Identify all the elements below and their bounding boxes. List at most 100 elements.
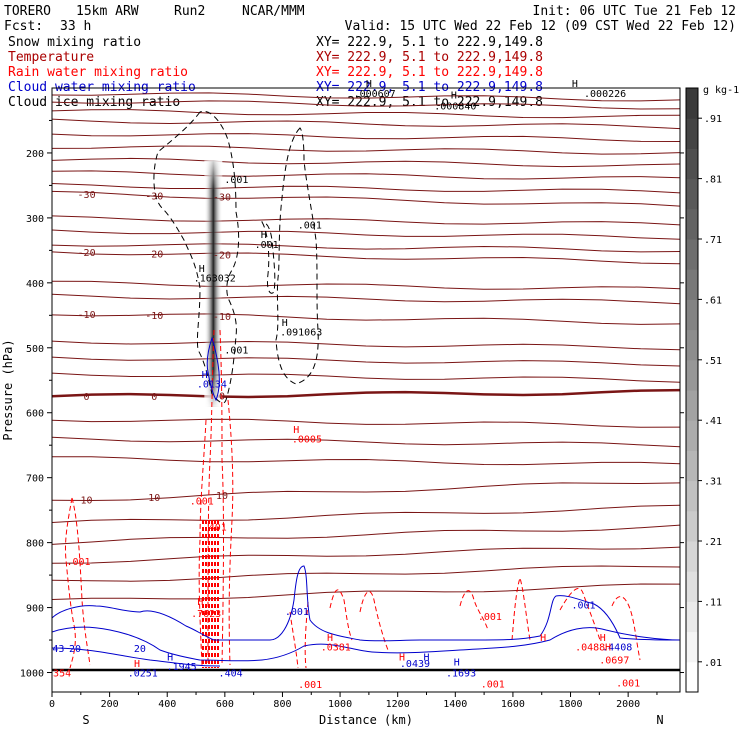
contour-label: .001 xyxy=(224,346,248,357)
model-name: TORERO xyxy=(4,4,51,19)
legend-snow-xy: XY= 222.9, 5.1 to 222.9,149.8 xyxy=(316,35,543,50)
colorbar-segment xyxy=(686,661,698,693)
contour-label: .0005 xyxy=(292,435,322,446)
contour-label: .001 xyxy=(66,557,90,568)
x-tick-label: 600 xyxy=(216,699,234,710)
cloud-water-contour-low xyxy=(52,565,680,642)
contour-label: .7623 xyxy=(191,609,221,620)
y-tick-label: 200 xyxy=(26,149,44,160)
high-marker: H xyxy=(261,230,267,241)
legend-snow-name: Snow mixing ratio xyxy=(8,35,141,50)
colorbar-segment xyxy=(686,631,698,663)
isotherm-line xyxy=(52,340,680,351)
contour-label: 20 xyxy=(69,644,81,655)
colorbar-segment xyxy=(686,208,698,240)
high-marker: H xyxy=(451,90,457,101)
rain-contour-left xyxy=(65,497,91,669)
contour-label: .404 xyxy=(219,669,243,680)
x-tick-label: 1200 xyxy=(386,699,410,710)
colorbar-segment xyxy=(686,420,698,451)
colorbar-tick-label: .01 xyxy=(704,658,722,669)
cloud-ice-contour-main xyxy=(153,110,240,404)
colorbar-segment xyxy=(686,510,698,542)
y-tick-label: 500 xyxy=(26,344,44,355)
contour-label: .001 xyxy=(224,175,248,186)
isotherm-line xyxy=(52,356,680,367)
high-marker: H xyxy=(399,652,405,663)
y-tick-label: 700 xyxy=(26,474,44,485)
isotherm-line xyxy=(52,145,680,155)
colorbar: .01 .11 .21 .31 .41 .51 .61 .71 .81 .91 xyxy=(685,87,722,693)
high-marker: H xyxy=(197,597,203,608)
isotherm-label: -20 xyxy=(78,248,96,259)
contour-label: .000840 xyxy=(434,102,476,113)
isotherm-line xyxy=(52,524,680,545)
contour-label: 20 xyxy=(134,644,146,655)
isotherm-line xyxy=(52,372,680,383)
fcst-label: Fcst: xyxy=(4,19,43,34)
cloud-ice-contours xyxy=(153,110,319,404)
contour-label: .0134 xyxy=(197,380,227,391)
y-tick-label: 300 xyxy=(26,214,44,225)
x-tick-label: 400 xyxy=(158,699,176,710)
colorbar-tick-label: .91 xyxy=(704,114,722,125)
cloud-water-contour-core xyxy=(206,336,220,402)
isotherm-line-labeled xyxy=(52,190,680,207)
valid-time: Valid: 15 UTC Wed 22 Feb 12 (09 CST Wed … xyxy=(345,19,736,34)
isotherm-line xyxy=(52,293,680,305)
contour-label: .0381 xyxy=(321,643,351,654)
contour-label: .001 xyxy=(571,600,595,611)
contour-label: .163032 xyxy=(194,274,236,285)
contour-label: .1945 xyxy=(167,662,197,673)
high-marker: H xyxy=(540,633,546,644)
isotherm-line-labeled xyxy=(52,251,680,265)
colorbar-segment xyxy=(686,450,698,482)
y-axis-title: Pressure (hPa) xyxy=(1,339,15,440)
colorbar-segment xyxy=(686,118,698,149)
isotherm-label: -20 xyxy=(145,249,163,260)
colorbar-tick-label: .21 xyxy=(704,537,722,548)
high-marker: H xyxy=(600,633,606,644)
colorbar-segment xyxy=(686,269,698,300)
colorbar-units: g kg-1 xyxy=(703,85,739,96)
contour-label: .0439 xyxy=(400,659,430,670)
rain-contour-core-d xyxy=(227,399,234,666)
colorbar-segment xyxy=(686,571,698,602)
model-resolution: 15km ARW xyxy=(76,4,139,19)
plot-frame xyxy=(51,87,681,693)
contour-label: .000607 xyxy=(354,89,396,100)
legend-rain-xy: XY= 222.9, 5.1 to 222.9,149.8 xyxy=(316,65,543,80)
contour-label: .001 xyxy=(481,680,505,691)
contour-label: .001 xyxy=(298,680,322,691)
isotherm-label: 10 xyxy=(148,493,160,504)
org-label: NCAR/MMM xyxy=(242,4,305,19)
high-marker: H xyxy=(202,370,208,381)
x-tick-label: 1000 xyxy=(328,699,352,710)
contour-label: .091063 xyxy=(280,328,322,339)
isotherm-line xyxy=(52,100,680,110)
x-tick-label: 2000 xyxy=(616,699,640,710)
colorbar-segment xyxy=(686,178,698,210)
isotherm-line xyxy=(52,133,680,142)
colorbar-segment xyxy=(686,148,698,180)
cloud-water-contours xyxy=(52,336,680,667)
isotherm-line xyxy=(52,243,680,253)
rain-contour-hump-c xyxy=(459,590,489,631)
x-axis: 0 200 400 600 800 1000 1200 1400 1600 1800 2000 xyxy=(49,692,658,710)
isotherm-label: -30 xyxy=(213,193,231,204)
rain-core-bars xyxy=(202,520,219,668)
rain-contour-hump-d xyxy=(511,576,531,641)
header: TORERO 15km ARW Run2 NCAR/MMM Init: 06 U… xyxy=(4,4,736,34)
contour-label: 43 xyxy=(52,644,64,655)
high-marker: H xyxy=(605,643,611,654)
rain-contour-core-b xyxy=(207,329,215,666)
isotherm-line xyxy=(52,280,680,290)
colorbar-tick-label: .31 xyxy=(704,477,722,488)
colorbar-segment xyxy=(686,390,698,421)
x-axis-title: Distance (km) xyxy=(319,713,413,727)
isotherm-label: 10 xyxy=(216,491,228,502)
init-time: Init: 06 UTC Tue 21 Feb 12 xyxy=(533,4,737,19)
isotherm-line xyxy=(52,215,680,226)
